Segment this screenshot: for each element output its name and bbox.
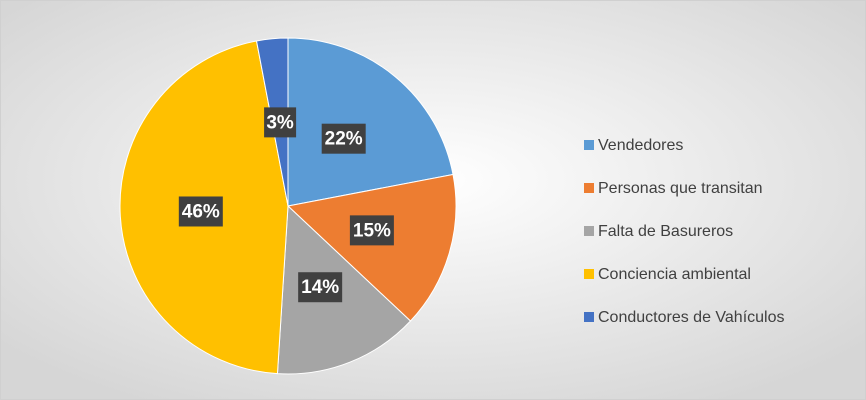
- data-label-box: [349, 215, 394, 246]
- legend-label: Vendedores: [598, 137, 683, 154]
- data-label-box: [264, 107, 297, 138]
- legend-label: Falta de Basureros: [598, 223, 733, 240]
- legend-swatch: [584, 312, 594, 322]
- legend-swatch: [584, 226, 594, 236]
- data-label-box: [298, 272, 343, 303]
- data-label: 22%: [325, 129, 363, 150]
- legend-swatch: [584, 269, 594, 279]
- pie-slice: [286, 173, 457, 322]
- legend-swatch: [584, 183, 594, 193]
- legend-swatch: [584, 140, 594, 150]
- data-label: 46%: [182, 202, 220, 223]
- data-label-box: [178, 196, 223, 227]
- data-label-box: [321, 123, 366, 154]
- data-label: 3%: [266, 112, 294, 133]
- legend-label: Conductores de Vahículos: [598, 309, 784, 326]
- legend-label: Conciencia ambiental: [598, 266, 751, 283]
- data-label: 15%: [353, 220, 391, 241]
- legend-label: Personas que transitan: [598, 180, 763, 197]
- data-label: 14%: [301, 277, 339, 298]
- pie-slice: [287, 37, 454, 207]
- pie-slice: [276, 204, 412, 375]
